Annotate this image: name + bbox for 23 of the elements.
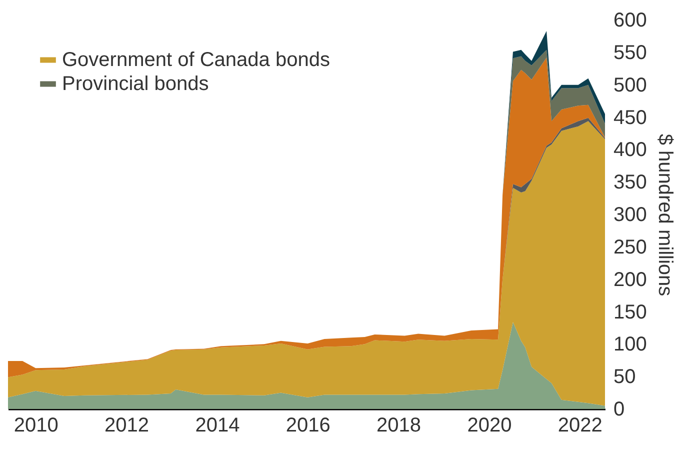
y-tick-label: 550 bbox=[614, 42, 647, 64]
x-tick-label: 2010 bbox=[14, 414, 58, 436]
y-tick-label: 500 bbox=[614, 74, 647, 96]
y-axis-title: $ hundred millions bbox=[654, 134, 676, 296]
x-tick-label: 2014 bbox=[195, 414, 240, 436]
y-tick-label: 300 bbox=[614, 204, 647, 226]
x-tick-label: 2022 bbox=[558, 414, 602, 436]
y-tick-label: 200 bbox=[614, 268, 647, 291]
y-tick-label: 350 bbox=[614, 172, 647, 194]
y-tick-label: 100 bbox=[614, 334, 647, 356]
y-tick-label: 450 bbox=[614, 106, 647, 129]
x-tick-label: 2016 bbox=[286, 414, 330, 436]
legend-label: Government of Canada bonds bbox=[62, 49, 330, 71]
x-tick-label: 2018 bbox=[376, 414, 422, 436]
y-tick-label: 50 bbox=[614, 366, 636, 388]
x-tick-label: 2020 bbox=[467, 414, 512, 436]
y-tick-label: 250 bbox=[614, 236, 647, 258]
y-tick-label: 400 bbox=[614, 139, 647, 162]
x-tick-label: 2012 bbox=[104, 414, 150, 436]
y-tick-label: 150 bbox=[614, 301, 647, 324]
y-tick-label: 0 bbox=[614, 398, 625, 420]
y-tick-label: 600 bbox=[614, 10, 647, 32]
legend-label: Provincial bonds bbox=[62, 73, 209, 95]
